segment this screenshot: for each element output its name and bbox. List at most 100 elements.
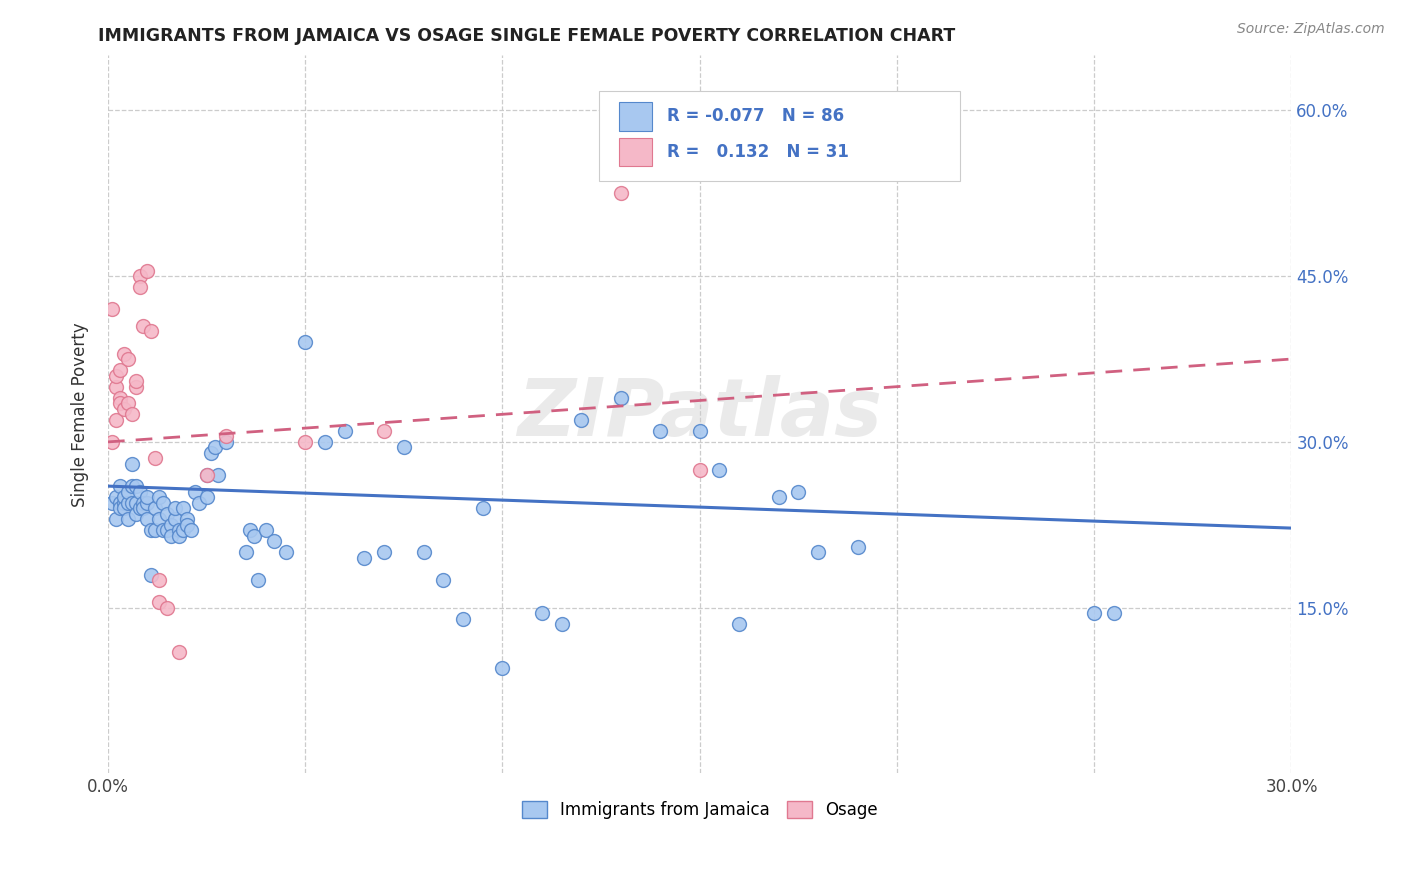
Point [263,534,285,549]
Point [101,496,124,510]
Point [101,434,124,449]
Point [160,517,183,532]
Point [124,496,146,510]
Point [152,524,174,538]
Point [117,496,139,510]
Point [165,501,187,516]
Point [167,645,190,659]
Text: R =   0.132   N = 31: R = 0.132 N = 31 [666,143,848,161]
Legend: Immigrants from Jamaica, Osage: Immigrants from Jamaica, Osage [515,795,884,826]
Point [550,617,572,632]
Point [101,302,124,317]
Point [121,479,143,493]
Point [215,434,238,449]
Point [392,441,415,455]
Y-axis label: Single Female Poverty: Single Female Poverty [72,322,89,507]
Point [846,540,869,554]
Point [650,424,672,438]
Point [112,490,135,504]
Point [451,612,474,626]
Point [112,501,135,516]
Point [432,573,454,587]
Point [104,413,127,427]
Point [136,490,159,504]
Point [112,496,135,510]
Point [1102,606,1125,620]
Point [143,501,166,516]
Point [246,573,269,587]
Point [176,512,198,526]
Point [768,490,790,504]
Point [274,545,297,559]
Point [141,524,163,538]
Point [1083,606,1105,620]
Point [128,280,150,294]
FancyBboxPatch shape [619,102,652,130]
Point [709,462,731,476]
Point [353,550,375,565]
Point [132,318,155,333]
Point [148,595,170,609]
Point [156,507,179,521]
Point [167,524,190,538]
Point [195,490,218,504]
Point [165,512,187,526]
Point [160,529,183,543]
Point [184,484,207,499]
Point [136,496,159,510]
Point [108,496,131,510]
Point [187,496,209,510]
Point [491,661,513,675]
Point [373,545,395,559]
FancyBboxPatch shape [599,91,960,181]
Point [195,468,218,483]
Point [807,545,830,559]
Point [156,524,179,538]
Text: IMMIGRANTS FROM JAMAICA VS OSAGE SINGLE FEMALE POVERTY CORRELATION CHART: IMMIGRANTS FROM JAMAICA VS OSAGE SINGLE … [98,27,956,45]
Text: Source: ZipAtlas.com: Source: ZipAtlas.com [1237,22,1385,37]
Point [108,363,131,377]
Point [132,501,155,516]
Point [314,434,336,449]
Point [136,512,159,526]
Point [148,512,170,526]
Point [373,424,395,438]
Point [180,524,202,538]
Point [132,496,155,510]
Point [412,545,434,559]
Point [530,606,553,620]
Point [172,524,194,538]
Point [204,441,226,455]
Point [294,335,316,350]
Point [195,468,218,483]
Point [215,429,238,443]
Point [124,479,146,493]
Point [148,490,170,504]
Point [117,352,139,367]
Point [156,600,179,615]
Point [108,396,131,410]
Point [787,484,810,499]
Point [243,529,266,543]
Point [143,524,166,538]
Point [108,501,131,516]
Point [128,501,150,516]
Point [108,391,131,405]
Point [294,434,316,449]
Point [471,501,494,516]
Text: ZIPatlas: ZIPatlas [517,376,882,453]
Point [141,567,163,582]
Point [569,413,592,427]
Point [167,529,190,543]
Point [172,501,194,516]
Point [117,396,139,410]
Point [112,401,135,416]
FancyBboxPatch shape [619,137,652,167]
Point [610,186,633,201]
Point [104,490,127,504]
Point [121,457,143,471]
Point [121,407,143,421]
Point [128,484,150,499]
Point [141,325,163,339]
Point [136,263,159,277]
